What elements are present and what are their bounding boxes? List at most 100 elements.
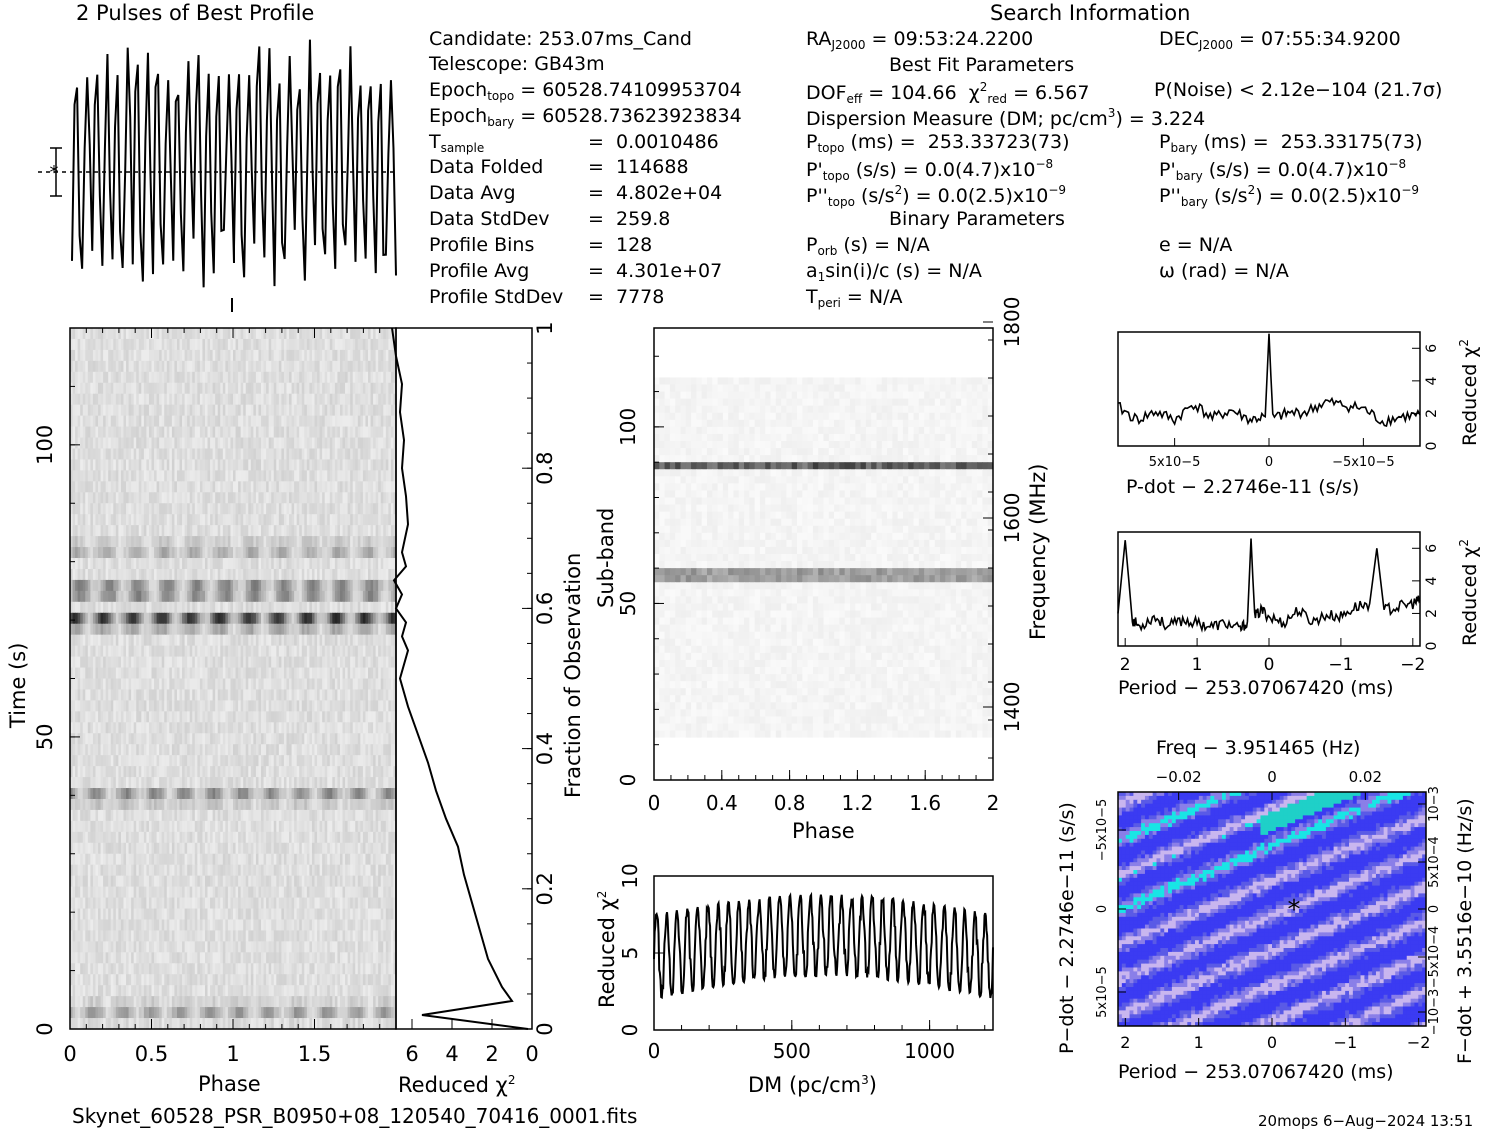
time-phase-cell (159, 558, 163, 570)
time-phase-cell (324, 623, 328, 636)
time-phase-cell (273, 448, 277, 461)
time-phase-cell (388, 634, 392, 647)
time-phase-cell (92, 503, 97, 515)
time-phase-cell (151, 426, 155, 439)
time-phase-cell (141, 503, 145, 515)
time-phase-cell (95, 514, 99, 526)
time-phase-cell (154, 733, 158, 745)
time-phase-cell (271, 349, 275, 362)
time-phase-cell (271, 437, 275, 450)
time-phase-cell (347, 404, 351, 417)
time-phase-cell (90, 547, 94, 559)
time-phase-cell (283, 634, 288, 647)
time-phase-cell (345, 514, 349, 526)
time-phase-cell (118, 667, 122, 680)
time-phase-cell (317, 601, 321, 614)
time-phase-cell (291, 437, 295, 450)
time-phase-cell (314, 634, 318, 647)
time-phase-cell (296, 415, 300, 428)
time-phase-cell (204, 525, 209, 537)
time-phase-cell (174, 371, 178, 384)
time-phase-cell (309, 404, 313, 417)
time-phase-cell (146, 612, 150, 625)
time-phase-cell (255, 547, 260, 559)
time-phase-cell (301, 547, 305, 559)
time-phase-cell (85, 612, 89, 625)
time-phase-cell (182, 492, 186, 504)
time-phase-cell (255, 415, 260, 428)
time-phase-cell (337, 514, 341, 526)
time-phase-cell (105, 404, 109, 417)
time-phase-cell (108, 415, 112, 428)
time-phase-cell (365, 393, 369, 406)
time-phase-cell (105, 579, 109, 592)
time-phase-cell (146, 733, 150, 745)
time-phase-cell (148, 558, 153, 570)
time-phase-cell (362, 667, 367, 680)
time-phase-cell (87, 547, 91, 559)
time-phase-cell (235, 371, 239, 384)
time-phase-cell (90, 382, 94, 395)
time-phase-cell (301, 568, 305, 581)
time-phase-cell (80, 656, 84, 669)
time-phase-cell (202, 700, 206, 712)
time-phase-cell (367, 393, 372, 406)
time-phase-cell (263, 426, 267, 439)
time-phase-cell (258, 667, 262, 680)
time-phase-cell (355, 601, 359, 614)
time-phase-cell (202, 404, 206, 417)
time-phase-cell (169, 503, 173, 515)
time-phase-cell (92, 568, 97, 581)
time-phase-cell (210, 612, 214, 625)
time-phase-cell (304, 689, 308, 702)
time-phase-cell (230, 393, 234, 406)
omega-row: ω (rad) = N/A (1159, 260, 1289, 282)
time-phase-cell (393, 525, 397, 537)
time-phase-cell (253, 470, 257, 482)
time-phase-cell (164, 382, 168, 395)
time-phase-cell (276, 678, 280, 691)
time-phase-cell (103, 547, 107, 559)
time-phase-cell (390, 733, 395, 745)
time-phase-cell (238, 722, 242, 734)
time-phase-cell (202, 536, 206, 548)
time-phase-cell (235, 568, 239, 581)
time-phase-cell (304, 382, 308, 395)
time-phase-cell (141, 634, 145, 647)
time-phase-cell (245, 382, 249, 395)
time-phase-cell (352, 338, 356, 351)
time-phase-cell (95, 328, 99, 340)
time-phase-cell (222, 525, 226, 537)
time-phase-cell (118, 328, 122, 340)
time-phase-cell (207, 470, 211, 482)
time-phase-cell (301, 514, 305, 526)
time-phase-cell (345, 360, 349, 373)
time-phase-cell (143, 722, 148, 734)
time-phase-cell (261, 722, 265, 734)
time-phase-cell (255, 601, 260, 614)
time-phase-cell (220, 547, 224, 559)
time-phase-cell (212, 645, 216, 658)
time-phase-cell (164, 536, 168, 548)
time-phase-cell (360, 634, 364, 647)
time-phase-cell (126, 393, 130, 406)
time-phase-cell (289, 645, 293, 658)
time-phase-cell (210, 733, 214, 745)
time-phase-cell (375, 481, 379, 493)
time-phase-cell (182, 393, 186, 406)
time-phase-cell (75, 667, 79, 680)
time-phase-cell (105, 623, 109, 636)
time-phase-cell (317, 338, 321, 351)
time-phase-cell (261, 459, 265, 471)
time-phase-cell (113, 623, 117, 636)
time-phase-cell (248, 470, 252, 482)
time-phase-cell (108, 404, 112, 417)
time-phase-cell (383, 689, 387, 702)
time-phase-cell (85, 590, 89, 603)
time-phase-cell (148, 700, 153, 712)
time-phase-cell (365, 371, 369, 384)
time-phase-cell (268, 328, 272, 340)
time-phase-cell (360, 568, 364, 581)
time-phase-cell (322, 525, 326, 537)
time-phase-cell (250, 645, 254, 658)
